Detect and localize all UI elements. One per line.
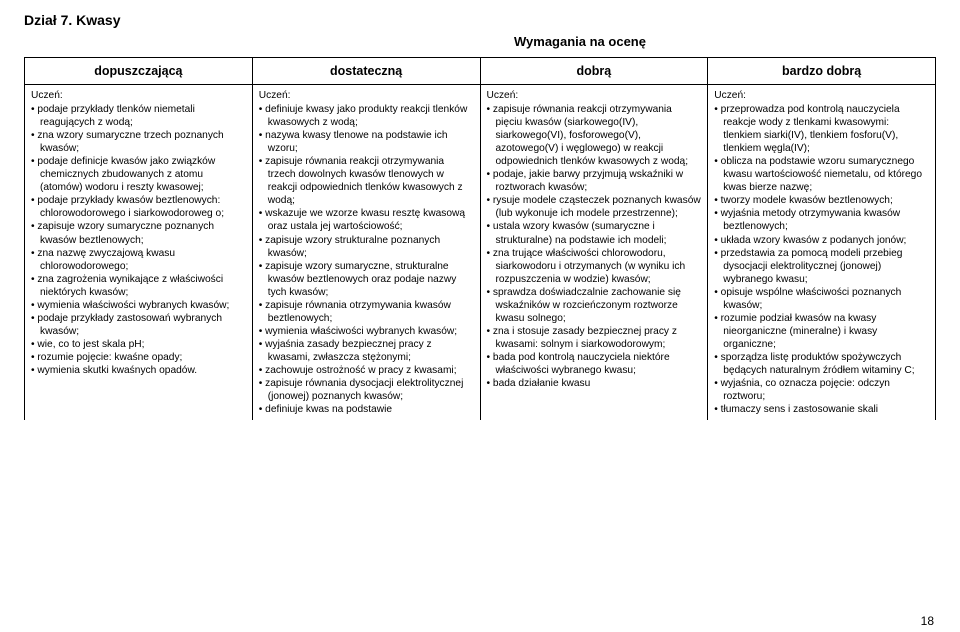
uczen-label: Uczeń: xyxy=(31,89,246,102)
list-item: tłumaczy sens i zastosowanie skali xyxy=(714,403,929,416)
list-item: zapisuje równania reakcji otrzymywania p… xyxy=(487,103,702,168)
list-item: podaje definicje kwasów jako związków ch… xyxy=(31,155,246,194)
list-item: układa wzory kwasów z podanych jonów; xyxy=(714,234,929,247)
cell-4: Uczeń: przeprowadza pod kontrolą nauczyc… xyxy=(708,85,936,421)
bullet-list-4: przeprowadza pod kontrolą nauczyciela re… xyxy=(714,103,929,416)
page-number: 18 xyxy=(921,614,934,628)
list-item: podaje przykłady zastosowań wybranych kw… xyxy=(31,312,246,338)
list-item: wyjaśnia zasady bezpiecznej pracy z kwas… xyxy=(259,338,474,364)
bullet-list-3: zapisuje równania reakcji otrzymywania p… xyxy=(487,103,702,390)
col-header-3: dobrą xyxy=(480,58,708,85)
list-item: zapisuje równania dysocjacji elektrolity… xyxy=(259,377,474,403)
list-item: podaje przykłady kwasów beztlenowych: ch… xyxy=(31,194,246,220)
list-item: opisuje wspólne właściwości poznanych kw… xyxy=(714,286,929,312)
bullet-list-1: podaje przykłady tlenków niemetali reagu… xyxy=(31,103,246,377)
list-item: zapisuje równania reakcji otrzymywania t… xyxy=(259,155,474,207)
list-item: zna wzory sumaryczne trzech poznanych kw… xyxy=(31,129,246,155)
requirements-table: dopuszczającą dostateczną dobrą bardzo d… xyxy=(24,57,936,420)
list-item: sprawdza doświadczalnie zachowanie się w… xyxy=(487,286,702,325)
list-item: zapisuje równania otrzymywania kwasów be… xyxy=(259,299,474,325)
bullet-list-2: definiuje kwasy jako produkty reakcji tl… xyxy=(259,103,474,416)
cell-2: Uczeń: definiuje kwasy jako produkty rea… xyxy=(252,85,480,421)
list-item: wymienia właściwości wybranych kwasów; xyxy=(31,299,246,312)
col-header-1: dopuszczającą xyxy=(25,58,253,85)
col-header-2: dostateczną xyxy=(252,58,480,85)
list-item: bada działanie kwasu xyxy=(487,377,702,390)
list-item: wymienia skutki kwaśnych opadów. xyxy=(31,364,246,377)
list-item: wie, co to jest skala pH; xyxy=(31,338,246,351)
list-item: zapisuje wzory sumaryczne poznanych kwas… xyxy=(31,220,246,246)
list-item: zapisuje wzory strukturalne poznanych kw… xyxy=(259,234,474,260)
list-item: oblicza na podstawie wzoru sumarycznego … xyxy=(714,155,929,194)
col-header-4: bardzo dobrą xyxy=(708,58,936,85)
list-item: definiuje kwas na podstawie xyxy=(259,403,474,416)
list-item: zachowuje ostrożność w pracy z kwasami; xyxy=(259,364,474,377)
table-row: Uczeń: podaje przykłady tlenków niemetal… xyxy=(25,85,936,421)
list-item: podaje przykłady tlenków niemetali reagu… xyxy=(31,103,246,129)
list-item: podaje, jakie barwy przyjmują wskaźniki … xyxy=(487,168,702,194)
list-item: sporządza listę produktów spożywczych bę… xyxy=(714,351,929,377)
list-item: rozumie pojęcie: kwaśne opady; xyxy=(31,351,246,364)
list-item: bada pod kontrolą nauczyciela niektóre w… xyxy=(487,351,702,377)
list-item: zna zagrożenia wynikające z właściwości … xyxy=(31,273,246,299)
uczen-label: Uczeń: xyxy=(487,89,702,102)
list-item: nazywa kwasy tlenowe na podstawie ich wz… xyxy=(259,129,474,155)
list-item: rysuje modele cząsteczek poznanych kwasó… xyxy=(487,194,702,220)
list-item: przeprowadza pod kontrolą nauczyciela re… xyxy=(714,103,929,155)
list-item: zna nazwę zwyczajową kwasu chlorowodorow… xyxy=(31,247,246,273)
uczen-label: Uczeń: xyxy=(259,89,474,102)
list-item: wyjaśnia, co oznacza pojęcie: odczyn roz… xyxy=(714,377,929,403)
cell-3: Uczeń: zapisuje równania reakcji otrzymy… xyxy=(480,85,708,421)
list-item: tworzy modele kwasów beztlenowych; xyxy=(714,194,929,207)
sub-heading: Wymagania na ocenę xyxy=(224,34,936,49)
list-item: zapisuje wzory sumaryczne, strukturalne … xyxy=(259,260,474,299)
section-heading: Dział 7. Kwasy xyxy=(24,12,936,28)
table-header-row: dopuszczającą dostateczną dobrą bardzo d… xyxy=(25,58,936,85)
list-item: wskazuje we wzorze kwasu resztę kwasową … xyxy=(259,207,474,233)
list-item: rozumie podział kwasów na kwasy nieorgan… xyxy=(714,312,929,351)
list-item: zna trujące właściwości chlorowodoru, si… xyxy=(487,247,702,286)
list-item: przedstawia za pomocą modeli przebieg dy… xyxy=(714,247,929,286)
list-item: ustala wzory kwasów (sumaryczne i strukt… xyxy=(487,220,702,246)
list-item: zna i stosuje zasady bezpiecznej pracy z… xyxy=(487,325,702,351)
uczen-label: Uczeń: xyxy=(714,89,929,102)
cell-1: Uczeń: podaje przykłady tlenków niemetal… xyxy=(25,85,253,421)
list-item: wyjaśnia metody otrzymywania kwasów bezt… xyxy=(714,207,929,233)
list-item: definiuje kwasy jako produkty reakcji tl… xyxy=(259,103,474,129)
list-item: wymienia właściwości wybranych kwasów; xyxy=(259,325,474,338)
